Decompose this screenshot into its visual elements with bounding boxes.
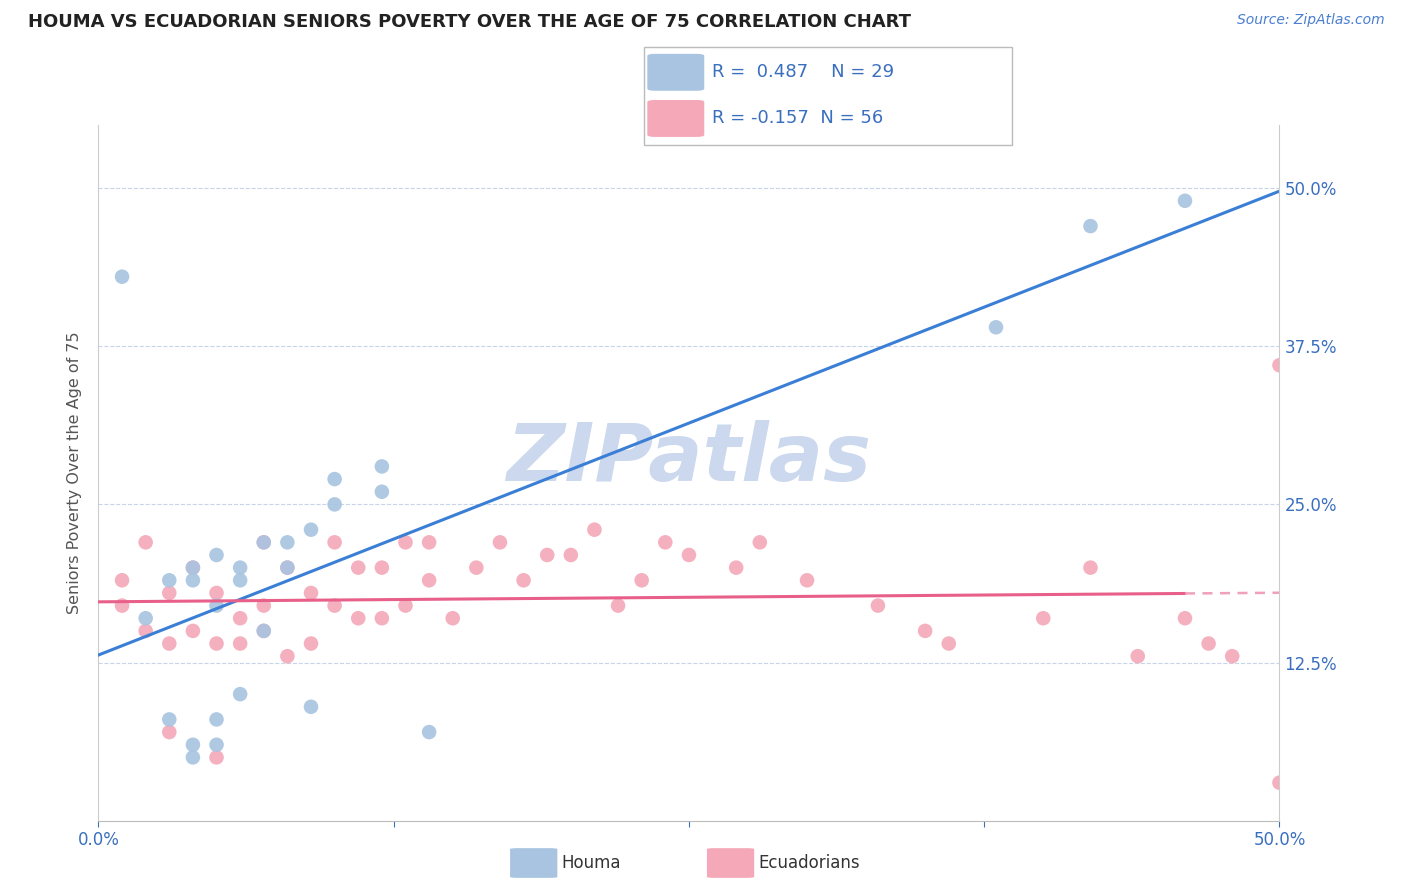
Point: [371, 484, 394, 499]
Point: [938, 636, 960, 650]
Point: [276, 649, 298, 664]
Point: [299, 699, 322, 714]
Point: [441, 611, 464, 625]
Point: [135, 611, 157, 625]
Point: [181, 738, 204, 752]
Point: [725, 560, 748, 574]
Point: [181, 560, 204, 574]
Point: [229, 636, 252, 650]
Point: [866, 599, 889, 613]
Point: [229, 574, 252, 588]
Point: [157, 586, 180, 600]
Point: [111, 599, 134, 613]
FancyBboxPatch shape: [647, 100, 704, 137]
Point: [181, 574, 204, 588]
Point: [394, 535, 416, 549]
Point: [253, 535, 276, 549]
Point: [229, 611, 252, 625]
Point: [607, 599, 630, 613]
Point: [253, 624, 276, 638]
Point: [1198, 636, 1220, 650]
Point: [914, 624, 936, 638]
Point: [253, 624, 276, 638]
Point: [135, 535, 157, 549]
Point: [205, 548, 228, 562]
Point: [1080, 560, 1102, 574]
Point: [984, 320, 1007, 334]
Point: [253, 535, 276, 549]
Point: [512, 574, 534, 588]
Point: [205, 599, 228, 613]
Text: Source: ZipAtlas.com: Source: ZipAtlas.com: [1237, 13, 1385, 28]
Point: [323, 599, 346, 613]
Point: [1268, 775, 1291, 789]
Text: Houma: Houma: [561, 854, 621, 872]
Point: [630, 574, 652, 588]
Point: [205, 738, 228, 752]
Point: [157, 713, 180, 727]
Point: [418, 535, 440, 549]
Text: Ecuadorians: Ecuadorians: [758, 854, 859, 872]
Point: [181, 624, 204, 638]
Point: [253, 599, 276, 613]
Point: [276, 535, 298, 549]
FancyBboxPatch shape: [647, 54, 704, 91]
Point: [489, 535, 512, 549]
Point: [1032, 611, 1054, 625]
Point: [229, 560, 252, 574]
Point: [1080, 219, 1102, 233]
Point: [299, 636, 322, 650]
FancyBboxPatch shape: [644, 46, 1012, 145]
Point: [371, 459, 394, 474]
Point: [418, 725, 440, 739]
Point: [560, 548, 582, 562]
Text: R =  0.487    N = 29: R = 0.487 N = 29: [711, 63, 894, 81]
Point: [205, 636, 228, 650]
Point: [654, 535, 676, 549]
Point: [465, 560, 488, 574]
Point: [536, 548, 558, 562]
Point: [678, 548, 700, 562]
Text: ZIPatlas: ZIPatlas: [506, 420, 872, 498]
Point: [205, 713, 228, 727]
Point: [157, 574, 180, 588]
Point: [418, 574, 440, 588]
Point: [748, 535, 770, 549]
FancyBboxPatch shape: [510, 848, 557, 878]
Y-axis label: Seniors Poverty Over the Age of 75: Seniors Poverty Over the Age of 75: [67, 332, 83, 614]
Point: [229, 687, 252, 701]
Point: [583, 523, 606, 537]
Point: [205, 750, 228, 764]
Point: [323, 472, 346, 486]
Point: [323, 535, 346, 549]
Point: [347, 560, 370, 574]
Point: [299, 586, 322, 600]
Point: [181, 560, 204, 574]
Point: [371, 611, 394, 625]
Point: [1174, 611, 1197, 625]
Point: [394, 599, 416, 613]
Point: [299, 523, 322, 537]
Point: [157, 725, 180, 739]
FancyBboxPatch shape: [707, 848, 754, 878]
Point: [371, 560, 394, 574]
Point: [181, 750, 204, 764]
Text: HOUMA VS ECUADORIAN SENIORS POVERTY OVER THE AGE OF 75 CORRELATION CHART: HOUMA VS ECUADORIAN SENIORS POVERTY OVER…: [28, 13, 911, 31]
Point: [1220, 649, 1243, 664]
Point: [796, 574, 818, 588]
Point: [1268, 358, 1291, 372]
Text: R = -0.157  N = 56: R = -0.157 N = 56: [711, 110, 883, 128]
Point: [111, 269, 134, 284]
Point: [323, 497, 346, 511]
Point: [276, 560, 298, 574]
Point: [276, 560, 298, 574]
Point: [111, 574, 134, 588]
Point: [157, 636, 180, 650]
Point: [135, 624, 157, 638]
Point: [205, 586, 228, 600]
Point: [1126, 649, 1149, 664]
Point: [347, 611, 370, 625]
Point: [1174, 194, 1197, 208]
